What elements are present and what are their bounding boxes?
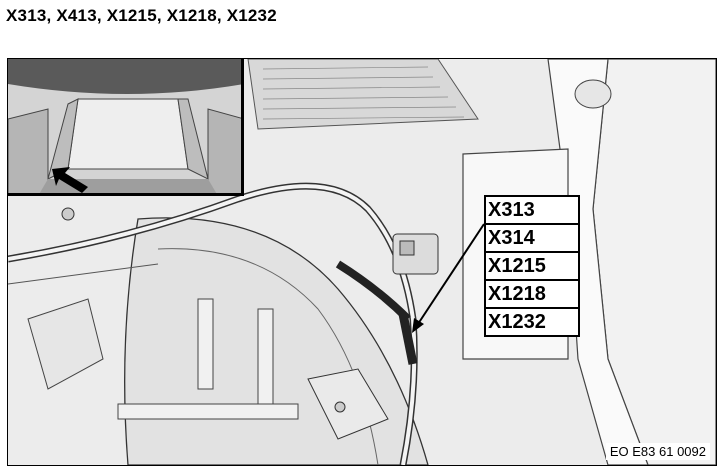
inset-overview-view bbox=[8, 59, 244, 196]
page-title: X313, X413, X1215, X1218, X1232 bbox=[6, 6, 277, 25]
connector-label-x313: X313 bbox=[484, 195, 580, 225]
connector-label-x1232: X1232 bbox=[484, 309, 580, 337]
connector-label-x1215: X1215 bbox=[484, 253, 580, 281]
connector-label-x314: X314 bbox=[484, 225, 580, 253]
cargo-area-illustration bbox=[8, 59, 716, 465]
vehicle-interior-inset bbox=[8, 59, 241, 193]
connector-label-x1218: X1218 bbox=[484, 281, 580, 309]
figure-code: EO E83 61 0092 bbox=[605, 443, 710, 460]
illustration: X313 X314 X1215 X1218 X1232 EO E83 61 00… bbox=[7, 58, 717, 466]
connector-label-stack: X313 X314 X1215 X1218 X1232 bbox=[484, 195, 580, 337]
